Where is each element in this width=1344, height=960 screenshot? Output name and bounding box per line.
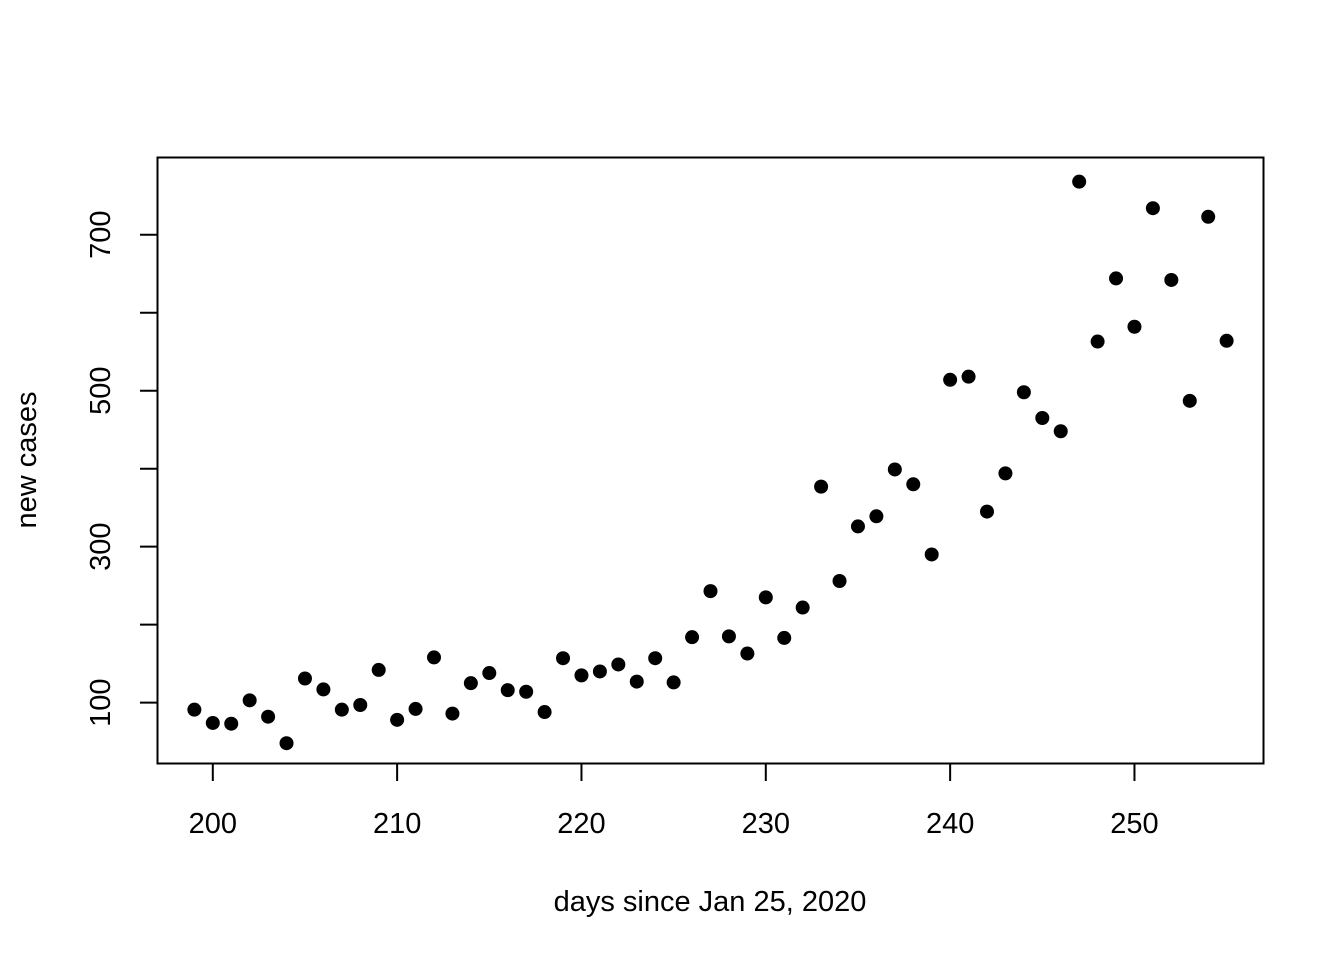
data-point	[1145, 201, 1160, 216]
data-point	[961, 369, 976, 384]
data-point	[1219, 333, 1234, 348]
data-point	[1182, 393, 1197, 408]
y-tick-label: 700	[85, 211, 117, 259]
data-point	[390, 712, 405, 727]
data-point	[943, 372, 958, 387]
data-point	[1072, 174, 1087, 189]
y-tick-label: 300	[85, 522, 117, 570]
data-point	[224, 716, 239, 731]
plot-frame	[156, 156, 1265, 765]
data-point	[869, 509, 884, 524]
data-point	[279, 736, 294, 751]
x-axis-title: days since Jan 25, 2020	[554, 886, 867, 918]
data-point	[1164, 272, 1179, 287]
data-point	[777, 630, 792, 645]
data-point	[1090, 334, 1105, 349]
data-point	[1127, 319, 1142, 334]
x-axis: 200 210 220 230 240 250	[189, 762, 1159, 840]
x-tick-label: 210	[373, 808, 421, 840]
data-point	[371, 662, 386, 677]
data-point	[537, 705, 552, 720]
data-point	[334, 702, 349, 717]
data-point	[592, 664, 607, 679]
data-point	[611, 657, 626, 672]
data-point	[832, 573, 847, 588]
data-point	[316, 682, 331, 697]
data-point	[850, 519, 865, 534]
x-tick-label: 200	[189, 808, 237, 840]
data-point	[648, 651, 663, 666]
data-point	[353, 698, 368, 713]
data-point	[574, 668, 589, 683]
data-point	[758, 590, 773, 605]
y-axis-title: new cases	[11, 391, 43, 528]
data-point	[721, 629, 736, 644]
data-point	[482, 666, 497, 681]
data-point	[1109, 271, 1124, 286]
data-point	[980, 504, 994, 519]
data-point	[408, 701, 423, 716]
data-point	[703, 584, 718, 599]
x-tick-label: 240	[926, 808, 974, 840]
data-point	[1035, 410, 1050, 425]
y-tick-label: 500	[85, 367, 117, 415]
data-point	[261, 709, 276, 724]
data-point	[445, 706, 460, 721]
data-point	[666, 675, 681, 690]
data-point	[924, 547, 939, 562]
data-point	[629, 674, 644, 689]
x-tick-label: 230	[742, 808, 790, 840]
data-point	[1016, 385, 1031, 400]
data-point	[740, 646, 755, 661]
data-point	[519, 684, 534, 699]
data-point	[187, 702, 202, 717]
data-point	[998, 466, 1013, 481]
y-tick-label: 100	[85, 678, 117, 726]
data-point	[814, 479, 829, 494]
data-point	[795, 600, 810, 615]
data-point	[242, 693, 257, 708]
data-point	[1201, 209, 1216, 224]
data-point	[887, 462, 902, 477]
data-point	[1053, 424, 1068, 439]
data-point	[906, 477, 921, 492]
data-point	[427, 650, 441, 665]
data-points	[187, 174, 1234, 751]
data-point	[463, 676, 478, 691]
data-point	[685, 630, 700, 645]
data-point	[205, 715, 220, 730]
data-point	[297, 671, 312, 686]
data-point	[500, 683, 515, 698]
x-tick-label: 220	[557, 808, 605, 840]
data-point	[556, 651, 571, 666]
x-tick-label: 250	[1110, 808, 1158, 840]
y-axis: 100 300 500 700	[85, 211, 159, 727]
